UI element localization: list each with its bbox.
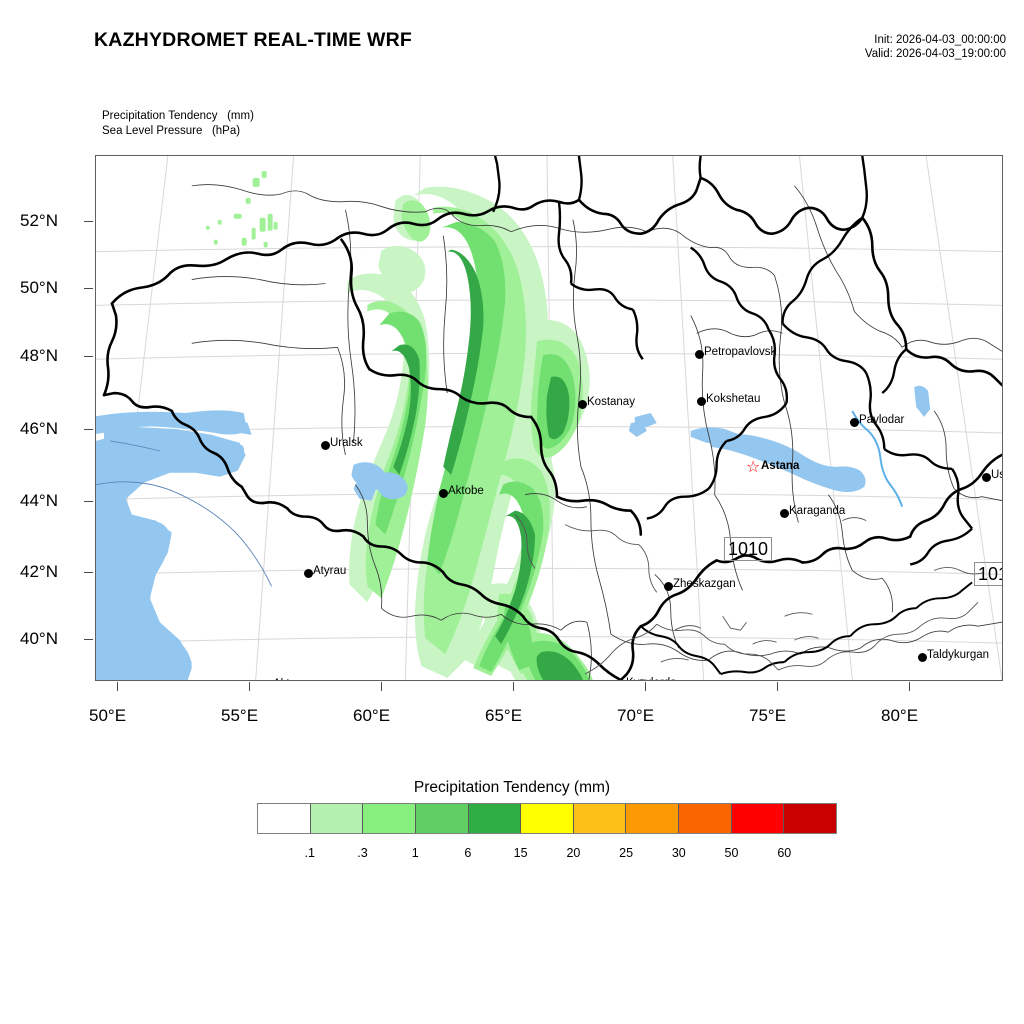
lat-tick-label: 52°N xyxy=(20,211,58,230)
city-label: Kokshetau xyxy=(706,393,761,405)
city-dot xyxy=(917,652,927,662)
isobar-label: 1010 xyxy=(724,537,773,561)
city-label: Atyrau xyxy=(313,565,347,577)
city-label: Aktau xyxy=(273,678,302,680)
colorbar-tick: 6 xyxy=(464,846,472,860)
city-dot xyxy=(438,488,448,498)
city-label: Kyzylorda xyxy=(626,677,677,680)
colorbar-swatch-8 xyxy=(679,804,732,833)
city-dot xyxy=(849,417,859,427)
city-label: Taldykurgan xyxy=(927,649,990,661)
page-title: KAZHYDROMET REAL-TIME WRF xyxy=(94,29,413,51)
valid-time: Valid: 2026-04-03_19:00:00 xyxy=(864,48,1006,60)
precip-speckles xyxy=(205,170,278,248)
lat-tick-label: 50°N xyxy=(20,278,58,297)
colorbar-tick: .3 xyxy=(357,846,368,860)
lat-tick-label: 44°N xyxy=(20,491,58,510)
rivers xyxy=(851,410,904,507)
city-label: Ustkamen xyxy=(991,469,1002,481)
colorbar-tick: 25 xyxy=(619,846,634,860)
map-graphics xyxy=(96,156,1002,680)
colorbar-tick-labels: .1 .3 1 6 15 20 25 30 50 60 xyxy=(257,846,837,864)
init-time: Init: 2026-04-03_00:00:00 xyxy=(874,34,1006,46)
colorbar-swatch-0 xyxy=(258,804,311,833)
secondary-borders xyxy=(514,514,985,675)
city-dot xyxy=(320,440,330,450)
isobar-label: 1010 xyxy=(974,562,1002,586)
colorbar-swatch-2 xyxy=(363,804,416,833)
colorbar[interactable] xyxy=(257,803,837,834)
lon-tick-label: 75°E xyxy=(749,706,787,725)
city-label: Petropavlovsk xyxy=(704,346,777,358)
city-label: Uralsk xyxy=(330,437,363,449)
map-canvas: Petropavlovsk Kostanay Kokshetau Pavloda… xyxy=(96,156,1002,680)
colorbar-swatch-9 xyxy=(731,804,785,833)
city-dot xyxy=(981,472,991,482)
field-label-block: Precipitation Tendency (mm) Sea Level Pr… xyxy=(102,110,254,137)
map-plot-area[interactable]: Petropavlovsk Kostanay Kokshetau Pavloda… xyxy=(95,155,1003,681)
city-dot xyxy=(663,581,673,591)
southern-neighbour-borders xyxy=(640,581,973,675)
minor-lakes xyxy=(351,385,931,501)
model-run-info: Init: 2026-04-03_00:00:00 Valid: 2026-04… xyxy=(865,33,1006,61)
lat-tick-label: 48°N xyxy=(20,346,58,365)
city-dot xyxy=(617,681,626,682)
colorbar-tick: 30 xyxy=(671,846,686,860)
lon-tick-label: 65°E xyxy=(485,706,523,725)
city-dot xyxy=(696,396,706,406)
star-icon: ☆ xyxy=(746,459,761,476)
city-label: Karaganda xyxy=(789,505,846,517)
colorbar-swatch-4 xyxy=(468,804,522,833)
city-label: Astana xyxy=(761,460,800,472)
water-contour-lines xyxy=(96,440,273,587)
city-dot xyxy=(779,508,789,518)
country-border-kazakhstan xyxy=(102,176,1002,680)
city-dot xyxy=(694,349,704,359)
colorbar-tick: 20 xyxy=(566,846,581,860)
colorbar-swatch-1 xyxy=(310,804,364,833)
lon-tick-label: 55°E xyxy=(221,706,259,725)
colorbar-tick: 1 xyxy=(411,846,419,860)
lat-tick-label: 42°N xyxy=(20,562,58,581)
colorbar-swatch-6 xyxy=(573,804,627,833)
colorbar-swatch-3 xyxy=(415,804,469,833)
colorbar-tick: 60 xyxy=(777,846,792,860)
lat-tick-label: 40°N xyxy=(20,629,58,648)
colorbar-title: Precipitation Tendency (mm) xyxy=(413,779,611,796)
colorbar-tick: 50 xyxy=(724,846,739,860)
lon-tick-label: 80°E xyxy=(881,706,919,725)
colorbar-swatch-7 xyxy=(626,804,680,833)
city-label: Zheskazgan xyxy=(673,578,736,590)
caspian-detail xyxy=(96,411,252,680)
lon-tick-label: 50°E xyxy=(89,706,127,725)
colorbar-tick: 15 xyxy=(513,846,528,860)
city-label: Pavlodar xyxy=(859,414,905,426)
city-dot xyxy=(577,399,587,409)
colorbar-tick: .1 xyxy=(304,846,315,860)
city-label: Aktobe xyxy=(448,485,484,497)
colorbar-swatch-5 xyxy=(521,804,574,833)
lon-tick-label: 60°E xyxy=(353,706,391,725)
neighbour-admin-boundaries xyxy=(492,156,974,566)
colorbar-swatch-10 xyxy=(784,804,837,833)
city-dot xyxy=(303,568,313,578)
city-label: Kostanay xyxy=(587,396,635,408)
lat-tick-label: 46°N xyxy=(20,419,58,438)
lon-tick-label: 70°E xyxy=(617,706,655,725)
